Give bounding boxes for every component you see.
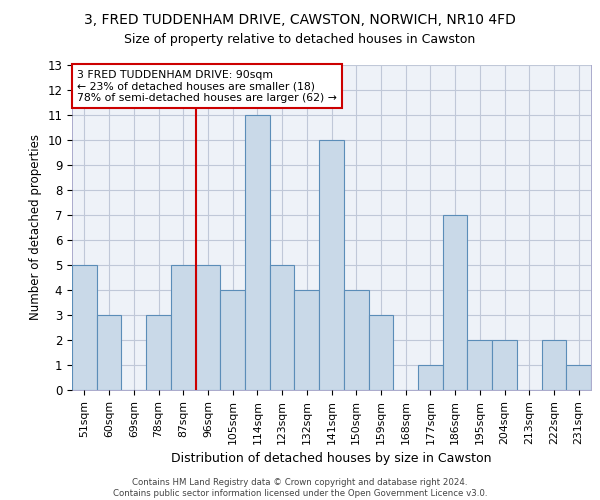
Text: 3, FRED TUDDENHAM DRIVE, CAWSTON, NORWICH, NR10 4FD: 3, FRED TUDDENHAM DRIVE, CAWSTON, NORWIC…	[84, 12, 516, 26]
Text: 3 FRED TUDDENHAM DRIVE: 90sqm
← 23% of detached houses are smaller (18)
78% of s: 3 FRED TUDDENHAM DRIVE: 90sqm ← 23% of d…	[77, 70, 337, 103]
Text: Contains HM Land Registry data © Crown copyright and database right 2024.
Contai: Contains HM Land Registry data © Crown c…	[113, 478, 487, 498]
Bar	[196, 265, 220, 390]
Bar	[245, 115, 270, 390]
X-axis label: Distribution of detached houses by size in Cawston: Distribution of detached houses by size …	[171, 452, 492, 465]
Bar	[295, 290, 319, 390]
Bar	[146, 315, 171, 390]
Bar	[566, 365, 591, 390]
Bar	[467, 340, 492, 390]
Bar	[270, 265, 295, 390]
Bar	[97, 315, 121, 390]
Bar	[344, 290, 368, 390]
Bar	[368, 315, 393, 390]
Bar	[418, 365, 443, 390]
Text: Size of property relative to detached houses in Cawston: Size of property relative to detached ho…	[124, 32, 476, 46]
Bar	[220, 290, 245, 390]
Bar	[542, 340, 566, 390]
Bar	[492, 340, 517, 390]
Y-axis label: Number of detached properties: Number of detached properties	[29, 134, 42, 320]
Bar	[171, 265, 196, 390]
Bar	[443, 215, 467, 390]
Bar	[72, 265, 97, 390]
Bar	[319, 140, 344, 390]
